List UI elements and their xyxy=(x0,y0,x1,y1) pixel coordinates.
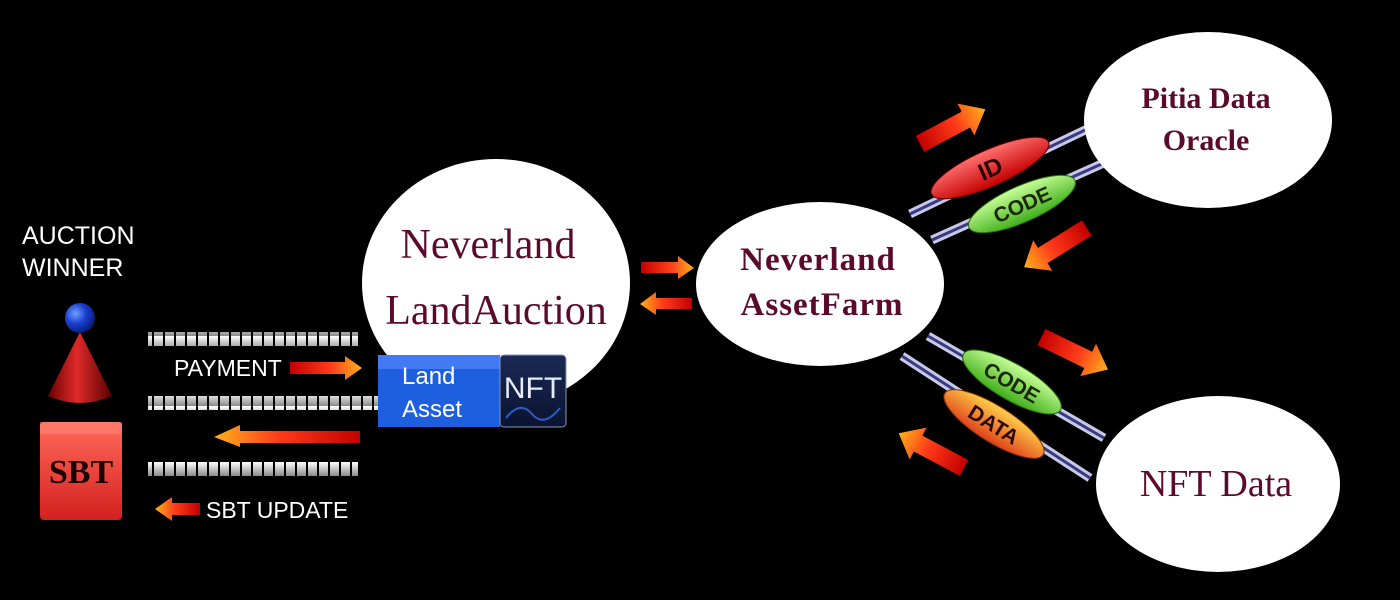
oracle-title-line1: Pitia Data xyxy=(1141,82,1270,115)
sbt-update-arrow-icon xyxy=(155,497,200,521)
payment-rails xyxy=(148,332,378,476)
to-nft-data-arrow-icon xyxy=(1037,329,1108,377)
land-asset-token: Land Asset NFT xyxy=(378,354,567,428)
from-nft-data-arrow-icon xyxy=(898,427,969,476)
to-oracle-arrow-icon xyxy=(915,103,986,152)
rail-top xyxy=(148,332,358,346)
sbt-update-label: SBT UPDATE xyxy=(206,497,348,523)
land-auction-title-line1: Neverland xyxy=(401,222,576,268)
payment-label: PAYMENT xyxy=(174,355,282,381)
actor-label-line2: WINNER xyxy=(22,254,123,282)
nft-data-title: NFT Data xyxy=(1140,463,1292,505)
land-asset-label-line2: Asset xyxy=(402,396,462,423)
rail-bottom xyxy=(148,462,358,476)
person-icon xyxy=(48,303,112,403)
oracle-title-line2: Oracle xyxy=(1163,124,1250,157)
asset-farm-title-line2: AssetFarm xyxy=(741,287,904,323)
land-auction-node: Neverland LandAuction xyxy=(362,159,630,407)
from-oracle-arrow-icon xyxy=(1024,220,1092,271)
rail-middle xyxy=(148,396,378,410)
nft-badge-label: NFT xyxy=(504,372,562,405)
oracle-node: Pitia Data Oracle xyxy=(1084,32,1332,208)
nft-data-node: NFT Data xyxy=(1096,396,1340,572)
sbt-badge-icon: SBT xyxy=(40,422,122,520)
to-farm-arrow-icon xyxy=(641,256,694,279)
land-asset-label-line1: Land xyxy=(402,363,455,390)
sbt-badge-label: SBT xyxy=(49,454,114,491)
code-pill-bottom: CODE xyxy=(962,349,1062,415)
asset-farm-title-line1: Neverland xyxy=(740,242,896,278)
auction-winner: AUCTION WINNER xyxy=(22,222,135,403)
actor-label-line1: AUCTION xyxy=(22,222,135,250)
nft-badge-icon: NFT xyxy=(499,354,567,428)
asset-farm-node: Neverland AssetFarm xyxy=(696,202,944,366)
from-farm-arrow-icon xyxy=(640,292,692,315)
land-auction-title-line2: LandAuction xyxy=(385,288,607,334)
nft-return-arrow-icon xyxy=(214,425,360,447)
payment-arrow-icon xyxy=(290,356,362,380)
id-pill: ID xyxy=(930,136,1050,200)
